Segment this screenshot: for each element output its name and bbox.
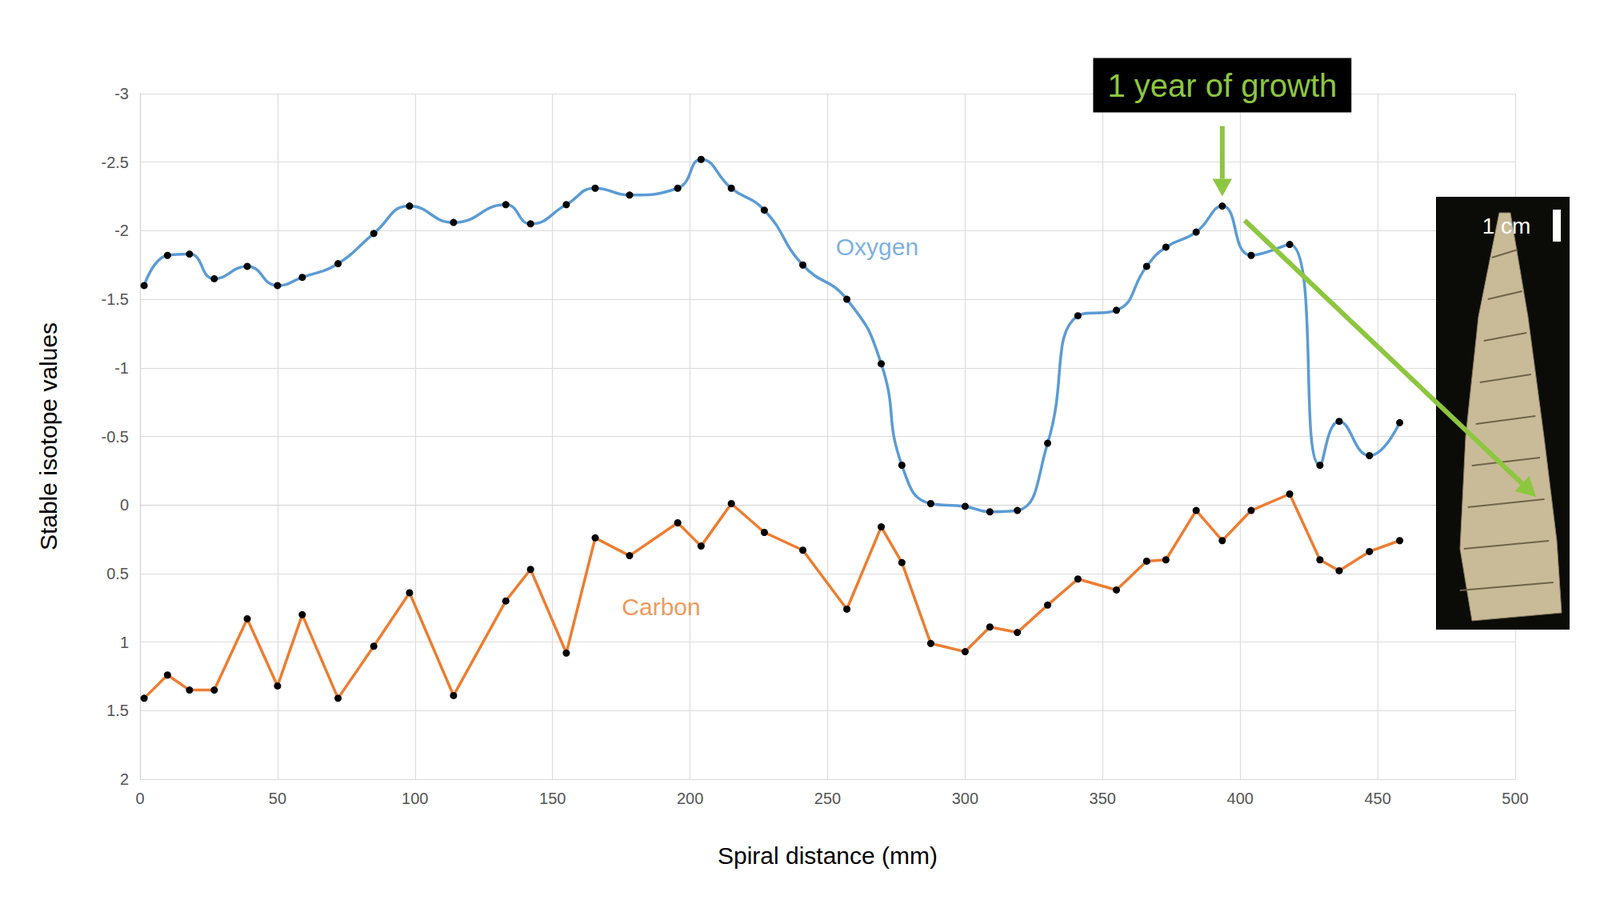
svg-text:Carbon: Carbon	[621, 593, 700, 620]
svg-text:1: 1	[120, 633, 129, 652]
svg-text:350: 350	[1089, 789, 1116, 808]
svg-text:2: 2	[120, 770, 129, 788]
svg-text:-2.5: -2.5	[101, 153, 129, 172]
svg-text:250: 250	[814, 789, 841, 808]
svg-text:1 cm: 1 cm	[1482, 213, 1532, 239]
svg-text:Spiral distance (mm): Spiral distance (mm)	[717, 842, 938, 869]
svg-text:0.5: 0.5	[106, 564, 129, 583]
svg-text:-1: -1	[114, 359, 129, 377]
svg-text:-0.5: -0.5	[101, 428, 129, 446]
svg-text:100: 100	[401, 789, 428, 808]
svg-text:450: 450	[1364, 789, 1391, 808]
svg-text:50: 50	[268, 789, 287, 808]
svg-text:150: 150	[539, 789, 566, 808]
svg-text:0: 0	[120, 496, 129, 514]
svg-text:-3: -3	[114, 84, 129, 103]
svg-text:-1.5: -1.5	[101, 290, 129, 308]
svg-text:-2: -2	[114, 221, 129, 240]
svg-text:500: 500	[1501, 789, 1528, 808]
svg-text:Stable isotope values: Stable isotope values	[35, 322, 62, 551]
svg-text:0: 0	[135, 789, 144, 808]
svg-text:1 year of growth: 1 year of growth	[1107, 68, 1337, 104]
svg-text:400: 400	[1227, 789, 1254, 808]
svg-text:200: 200	[676, 789, 704, 808]
svg-text:Oxygen: Oxygen	[836, 233, 919, 260]
svg-text:300: 300	[952, 789, 979, 808]
svg-text:1.5: 1.5	[106, 701, 129, 720]
